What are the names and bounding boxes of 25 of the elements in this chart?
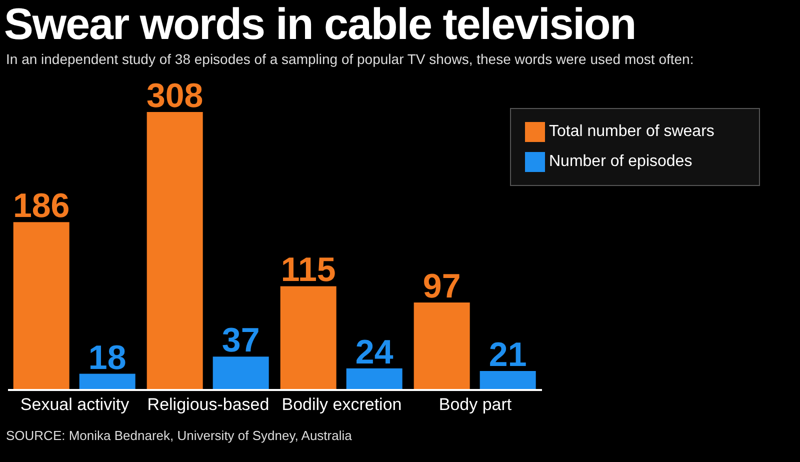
bar [146, 112, 203, 390]
bar [212, 356, 269, 390]
x-tick-label: Bodily excretion [282, 395, 402, 414]
legend-label: Total number of swears [549, 123, 714, 140]
source-note: SOURCE: Monika Bednarek, University of Sydney, Australia [6, 428, 353, 443]
bar [79, 374, 136, 390]
data-label: 37 [222, 322, 260, 360]
bar [13, 222, 70, 390]
bar [280, 286, 336, 390]
data-label: 18 [88, 338, 126, 377]
bar [346, 368, 402, 390]
x-tick-label: Sexual activity [20, 395, 130, 414]
data-label: 115 [280, 251, 336, 290]
x-tick-label: Body part [438, 395, 512, 414]
data-label: 21 [488, 336, 527, 374]
data-label: 308 [146, 77, 204, 115]
x-tick-label: Religious-based [147, 395, 270, 414]
chart-subtitle: In an independent study of 38 episodes of a sampling of popular TV shows, these words were used most often: [5, 50, 695, 68]
bar [480, 371, 536, 390]
legend-label: Number of episodes [549, 153, 692, 170]
bar [414, 302, 470, 390]
data-label: 97 [422, 267, 461, 306]
data-label: 24 [355, 333, 394, 372]
chart-title: Swear words in cable television [3, 0, 637, 50]
data-label: 186 [12, 187, 70, 226]
